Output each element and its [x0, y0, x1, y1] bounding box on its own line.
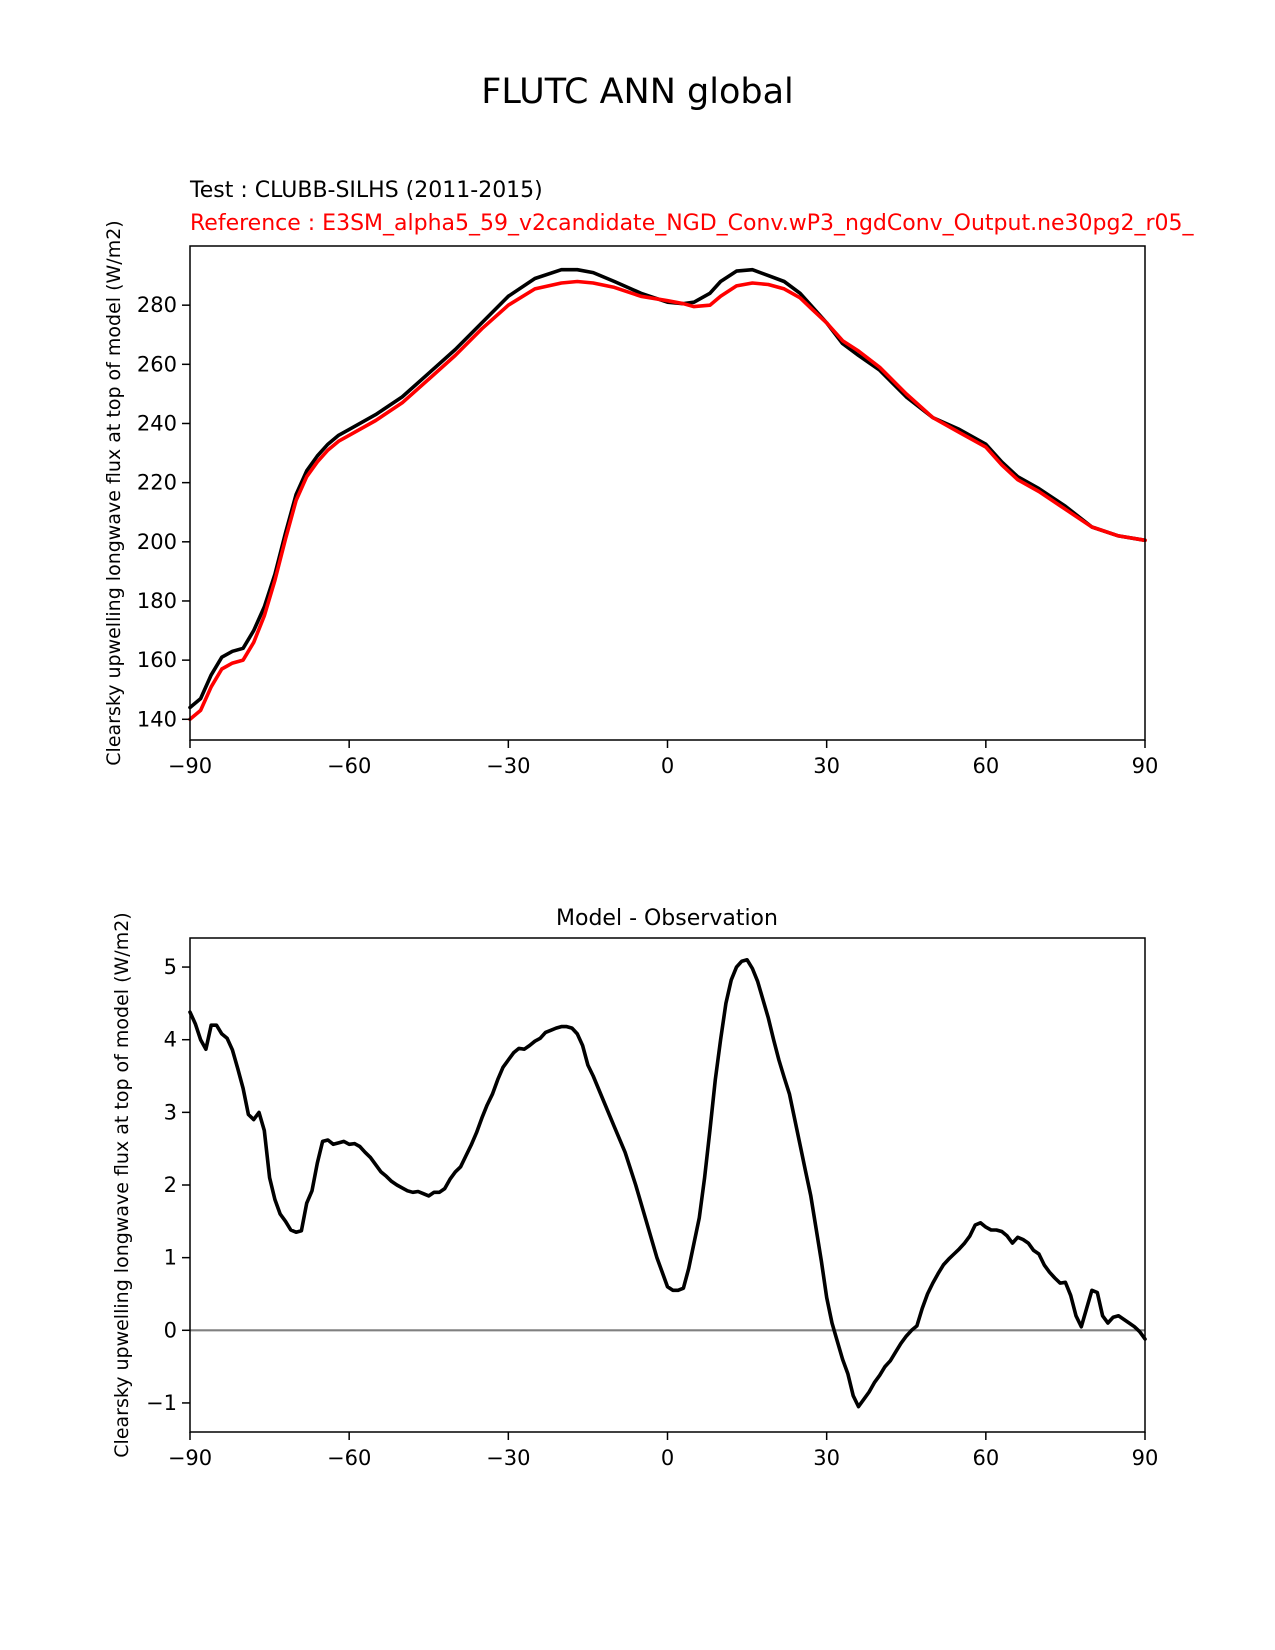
top-x-tick-label: 0: [661, 754, 674, 778]
top-plot: Test : CLUBB-SILHS (2011-2015) Reference…: [103, 178, 1195, 778]
bottom-y-tick-label: 1: [164, 1246, 177, 1270]
bottom-y-tick-label: 4: [164, 1028, 177, 1052]
top-x-tick-label: 60: [972, 754, 999, 778]
bottom-y-tick-label: 5: [164, 955, 177, 979]
bottom-x-tick-label: −90: [168, 1446, 212, 1470]
bottom-x-tick-label: 60: [972, 1446, 999, 1470]
figure-title: FLUTC ANN global: [481, 72, 794, 112]
reference-label: Reference : E3SM_alpha5_59_v2candidate_N…: [190, 211, 1195, 236]
top-y-tick-label: 180: [137, 589, 177, 613]
top-plot-frame: [189, 245, 1146, 741]
bottom-y-axis: −1 0 1 2 3 4 5: [146, 955, 190, 1415]
bottom-y-tick-label: 0: [164, 1318, 177, 1342]
bottom-y-tick-label: 2: [164, 1173, 177, 1197]
top-y-tick-label: 220: [137, 471, 177, 495]
bottom-x-tick-label: −30: [486, 1446, 530, 1470]
bottom-plot: Model - Observation −90 −60 −30 0 30 60 90 −1 0…: [111, 906, 1158, 1470]
top-series-group: [188, 267, 1147, 722]
top-y-tick-label: 240: [137, 411, 177, 435]
bottom-plot-title: Model - Observation: [556, 906, 778, 931]
top-series-0-line: [188, 267, 1147, 710]
top-x-axis: −90 −60 −30 0 30 60 90: [168, 740, 1159, 778]
bottom-x-tick-label: 0: [661, 1446, 674, 1470]
top-y-axis-label: Clearsky upwelling longwave flux at top …: [103, 220, 125, 765]
bottom-plot-frame: [189, 937, 1146, 1433]
bottom-x-tick-label: 30: [813, 1446, 840, 1470]
top-y-tick-label: 140: [137, 707, 177, 731]
bottom-y-tick-label: −1: [146, 1391, 177, 1415]
bottom-x-tick-label: 90: [1132, 1446, 1159, 1470]
top-x-tick-label: −90: [168, 754, 212, 778]
top-x-tick-label: −30: [486, 754, 530, 778]
top-y-tick-label: 280: [137, 293, 177, 317]
bottom-series-group: [188, 957, 1147, 1409]
top-x-tick-label: −60: [327, 754, 371, 778]
top-y-tick-label: 160: [137, 648, 177, 672]
bottom-y-axis-label: Clearsky upwelling longwave flux at top …: [111, 912, 133, 1457]
test-label: Test : CLUBB-SILHS (2011-2015): [189, 178, 543, 203]
top-x-tick-label: 30: [813, 754, 840, 778]
bottom-series-0-line: [188, 957, 1147, 1409]
top-x-tick-label: 90: [1132, 754, 1159, 778]
top-y-tick-label: 260: [137, 352, 177, 376]
bottom-x-tick-label: −60: [327, 1446, 371, 1470]
bottom-y-tick-label: 3: [164, 1100, 177, 1124]
top-y-axis: 140 160 180 200 220 240 260 280: [137, 293, 190, 731]
bottom-x-axis: −90 −60 −30 0 30 60 90: [168, 1432, 1159, 1470]
top-y-tick-label: 200: [137, 530, 177, 554]
top-series-1-line: [188, 279, 1147, 722]
